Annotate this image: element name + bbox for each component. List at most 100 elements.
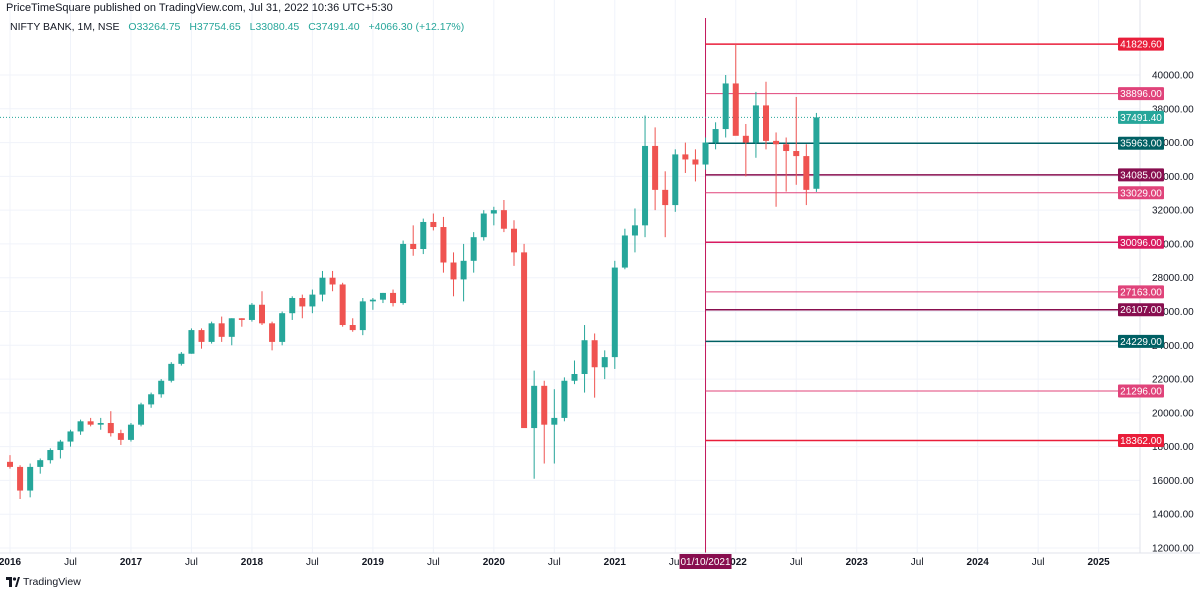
candle-up bbox=[702, 137, 709, 170]
last-price-badge: 37491.40 bbox=[1118, 110, 1164, 124]
candle-body bbox=[692, 159, 699, 165]
candle-down bbox=[662, 171, 669, 238]
candle-body bbox=[259, 304, 265, 324]
badge-text: 41829.60 bbox=[1120, 40, 1162, 51]
badge-text: 34085.00 bbox=[1120, 170, 1162, 181]
time-tick-label: 2020 bbox=[483, 557, 506, 568]
candle-up bbox=[369, 297, 376, 310]
candle-body bbox=[67, 431, 74, 442]
candle-body bbox=[198, 330, 205, 342]
price-tick-label: 22000.00 bbox=[1152, 375, 1194, 386]
candle-body bbox=[813, 117, 820, 189]
candle-down bbox=[682, 142, 689, 173]
candle-up bbox=[27, 463, 34, 498]
badge-bg bbox=[1118, 37, 1164, 51]
time-tick-label: Jul bbox=[1032, 557, 1045, 568]
badge-text: 24229.00 bbox=[1120, 337, 1162, 348]
candle-body bbox=[208, 323, 215, 342]
badge-text: 26107.00 bbox=[1120, 305, 1162, 316]
candle-down bbox=[511, 220, 517, 266]
candle-body bbox=[541, 385, 548, 425]
badge-text: 33029.00 bbox=[1120, 188, 1162, 199]
candle-up bbox=[77, 419, 84, 435]
level-badge: 34085.00 bbox=[1118, 168, 1164, 182]
candle-up bbox=[611, 260, 618, 369]
candle-body bbox=[379, 292, 386, 300]
badge-bg bbox=[1118, 334, 1164, 348]
candle-up bbox=[470, 232, 477, 273]
symbol-legend[interactable]: NIFTY BANK, 1M, NSE O33264.75 H37754.65 … bbox=[10, 21, 464, 33]
time-tick-label: Jul bbox=[548, 557, 561, 568]
candle-body bbox=[238, 318, 245, 320]
candle-up bbox=[460, 243, 467, 302]
price-tick-label: 20000.00 bbox=[1152, 408, 1194, 419]
candle-body bbox=[279, 313, 286, 342]
time-tick-label: Jul bbox=[427, 557, 440, 568]
candle-body bbox=[138, 404, 145, 425]
price-tick-label: 26000.00 bbox=[1152, 307, 1194, 318]
price-tick-label: 30000.00 bbox=[1152, 239, 1194, 250]
candle-body bbox=[339, 284, 346, 326]
candle-down bbox=[107, 411, 114, 437]
candle-body bbox=[440, 227, 447, 263]
candle-body bbox=[7, 461, 13, 467]
time-axis[interactable]: 2016 Jul 2017 Jul 2018 Jul 2019 Jul 2020 Jul 2021 J… bbox=[0, 552, 1200, 568]
candle-up bbox=[642, 115, 649, 238]
candle-body bbox=[17, 466, 24, 491]
date-marker-badge: 01/10/2021 bbox=[679, 554, 732, 569]
candle-body bbox=[329, 277, 336, 285]
ohlc-open: O33264.75 bbox=[128, 21, 181, 33]
time-tick-label: 2025 bbox=[1088, 557, 1111, 568]
tradingview-brand: TradingView bbox=[23, 576, 81, 588]
time-tick-label: 2022 bbox=[725, 557, 748, 568]
candle-down bbox=[773, 132, 780, 207]
candle-up bbox=[551, 389, 558, 464]
candle-body bbox=[228, 318, 235, 337]
candle-body bbox=[359, 301, 366, 331]
candle-up bbox=[158, 379, 165, 398]
candle-up bbox=[490, 206, 497, 226]
candle-up bbox=[228, 318, 235, 346]
candle-body bbox=[732, 83, 739, 136]
candle-up bbox=[813, 112, 820, 192]
candle-up bbox=[178, 352, 185, 366]
candle-up bbox=[37, 458, 44, 474]
date-badge-bg bbox=[679, 554, 732, 569]
candle-body bbox=[188, 330, 195, 354]
time-tick-label: 2024 bbox=[967, 557, 990, 568]
candle-up bbox=[379, 292, 386, 304]
candle-body bbox=[390, 292, 397, 304]
candle-body bbox=[591, 340, 598, 368]
candle-down bbox=[329, 270, 336, 292]
time-tick-label: 2018 bbox=[241, 557, 264, 568]
candle-body bbox=[47, 450, 54, 461]
candle-body bbox=[551, 417, 558, 425]
level-badge: 33029.00 bbox=[1118, 186, 1164, 200]
candle-up bbox=[631, 208, 638, 253]
candle-body bbox=[702, 142, 709, 165]
candle-down bbox=[390, 289, 397, 307]
price-tick-label: 38000.00 bbox=[1152, 104, 1194, 115]
candle-body bbox=[642, 145, 649, 226]
candle-up bbox=[67, 429, 74, 447]
candle-down bbox=[410, 225, 417, 256]
candle-body bbox=[601, 357, 608, 368]
candle-body bbox=[773, 140, 780, 145]
candle-body bbox=[662, 189, 669, 206]
candle-body bbox=[531, 385, 538, 429]
candle-up bbox=[208, 321, 215, 344]
badge-bg bbox=[1118, 384, 1164, 398]
time-tick-label: 2017 bbox=[120, 557, 143, 568]
tradingview-footer[interactable]: TradingView bbox=[6, 576, 81, 588]
candle-body bbox=[561, 380, 568, 418]
ohlc-change: +4066.30 (+12.17%) bbox=[368, 21, 465, 33]
ohlc-high: H37754.65 bbox=[189, 21, 241, 33]
time-tick-label: Jul bbox=[790, 557, 803, 568]
candle-body bbox=[712, 129, 719, 143]
level-badge: 21296.00 bbox=[1118, 384, 1164, 398]
time-tick-label: 2016 bbox=[0, 557, 22, 568]
candle-up bbox=[722, 75, 729, 138]
candle-body bbox=[309, 294, 316, 307]
candle-body bbox=[218, 323, 225, 337]
